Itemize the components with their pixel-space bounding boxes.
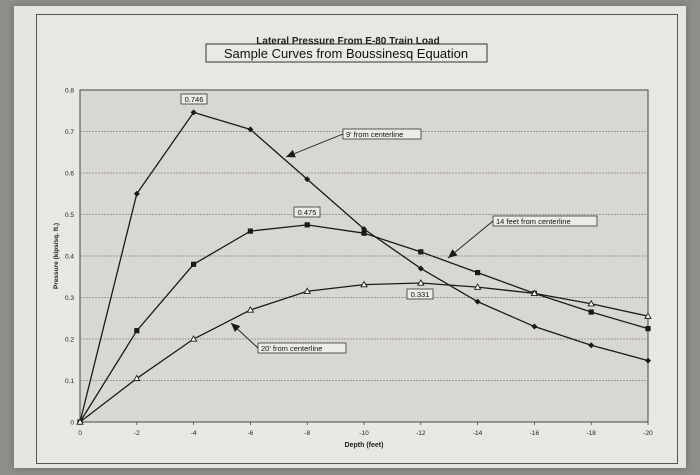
annotation-arrow — [285, 133, 344, 158]
x-tick-label: -20 — [643, 430, 653, 437]
data-point — [191, 261, 197, 267]
data-point — [531, 323, 538, 330]
y-tick-label: 0 — [70, 420, 74, 427]
annotation-arrow — [447, 220, 494, 259]
data-point — [473, 283, 482, 290]
data-point — [246, 306, 255, 313]
data-point — [417, 279, 425, 286]
annotation-label: 20' from centerline — [261, 344, 322, 353]
data-point — [247, 126, 254, 133]
x-tick-label: -12 — [416, 430, 426, 437]
data-point — [645, 357, 651, 364]
x-tick-label: -8 — [304, 430, 310, 437]
y-tick-label: 0.4 — [65, 254, 74, 261]
data-point — [303, 287, 311, 294]
data-point — [530, 289, 539, 296]
data-point — [417, 265, 424, 272]
x-tick-label: -10 — [359, 430, 369, 437]
annotation-label: 0.331 — [411, 290, 430, 299]
x-tick-label: -6 — [248, 430, 254, 437]
data-point — [361, 230, 367, 236]
data-point — [587, 299, 595, 307]
data-point — [360, 280, 368, 288]
annotation-arrowhead — [448, 249, 458, 258]
annotations: 0.746 0.475 0.331 9' from centerline 14 feet… — [180, 93, 598, 354]
data-point — [133, 190, 140, 197]
annotation-arrowhead — [231, 323, 241, 333]
y-tick-label: 0.1 — [65, 378, 74, 385]
data-point — [644, 312, 652, 319]
x-axis-label: Depth (feet) — [345, 442, 384, 449]
series-lines — [76, 109, 652, 425]
annotation-label: 14 feet from centerline — [496, 217, 571, 226]
y-tick-label: 0.2 — [65, 337, 74, 344]
data-point — [247, 228, 253, 234]
chart-subtitle-box — [205, 43, 488, 63]
annotation-box — [180, 93, 208, 105]
x-tick-label: 0 — [78, 430, 82, 437]
data-point — [475, 270, 481, 276]
y-tick-label: 0.3 — [65, 295, 74, 302]
x-tick-label: -18 — [586, 430, 596, 437]
data-point — [474, 298, 481, 305]
annotation-arrowhead — [286, 149, 296, 158]
x-tick-label: -16 — [530, 430, 540, 437]
y-tick-label: 0.7 — [65, 129, 74, 136]
y-tick-label: 0.5 — [65, 212, 74, 219]
annotation-label: 0.475 — [298, 208, 317, 217]
data-point — [190, 109, 197, 116]
annotation-box — [406, 288, 434, 300]
annotation-label: 0.746 — [185, 95, 204, 104]
data-point — [133, 374, 141, 382]
data-point — [304, 222, 310, 228]
y-tick-label: 0.6 — [65, 171, 74, 178]
data-point — [189, 335, 198, 342]
data-point — [645, 326, 651, 332]
y-axis-label: Pressure (kips/sq. ft.) — [53, 223, 60, 289]
x-tick-label: -4 — [191, 430, 197, 437]
chart-title: Lateral Pressure From E-80 Train Load — [256, 36, 439, 47]
data-point — [361, 226, 367, 233]
data-point — [588, 342, 595, 349]
data-point — [588, 309, 594, 315]
x-tick-label: -2 — [134, 430, 140, 437]
annotation-box — [293, 206, 321, 218]
chart-subtitle: Sample Curves from Boussinesq Equation — [224, 46, 468, 61]
annotation-label: 9' from centerline — [346, 130, 403, 139]
data-point — [76, 418, 84, 425]
data-point — [134, 328, 140, 334]
data-point — [304, 176, 311, 183]
data-point — [418, 249, 424, 255]
y-tick-label: 0.8 — [65, 88, 74, 95]
x-tick-label: -14 — [473, 430, 483, 437]
